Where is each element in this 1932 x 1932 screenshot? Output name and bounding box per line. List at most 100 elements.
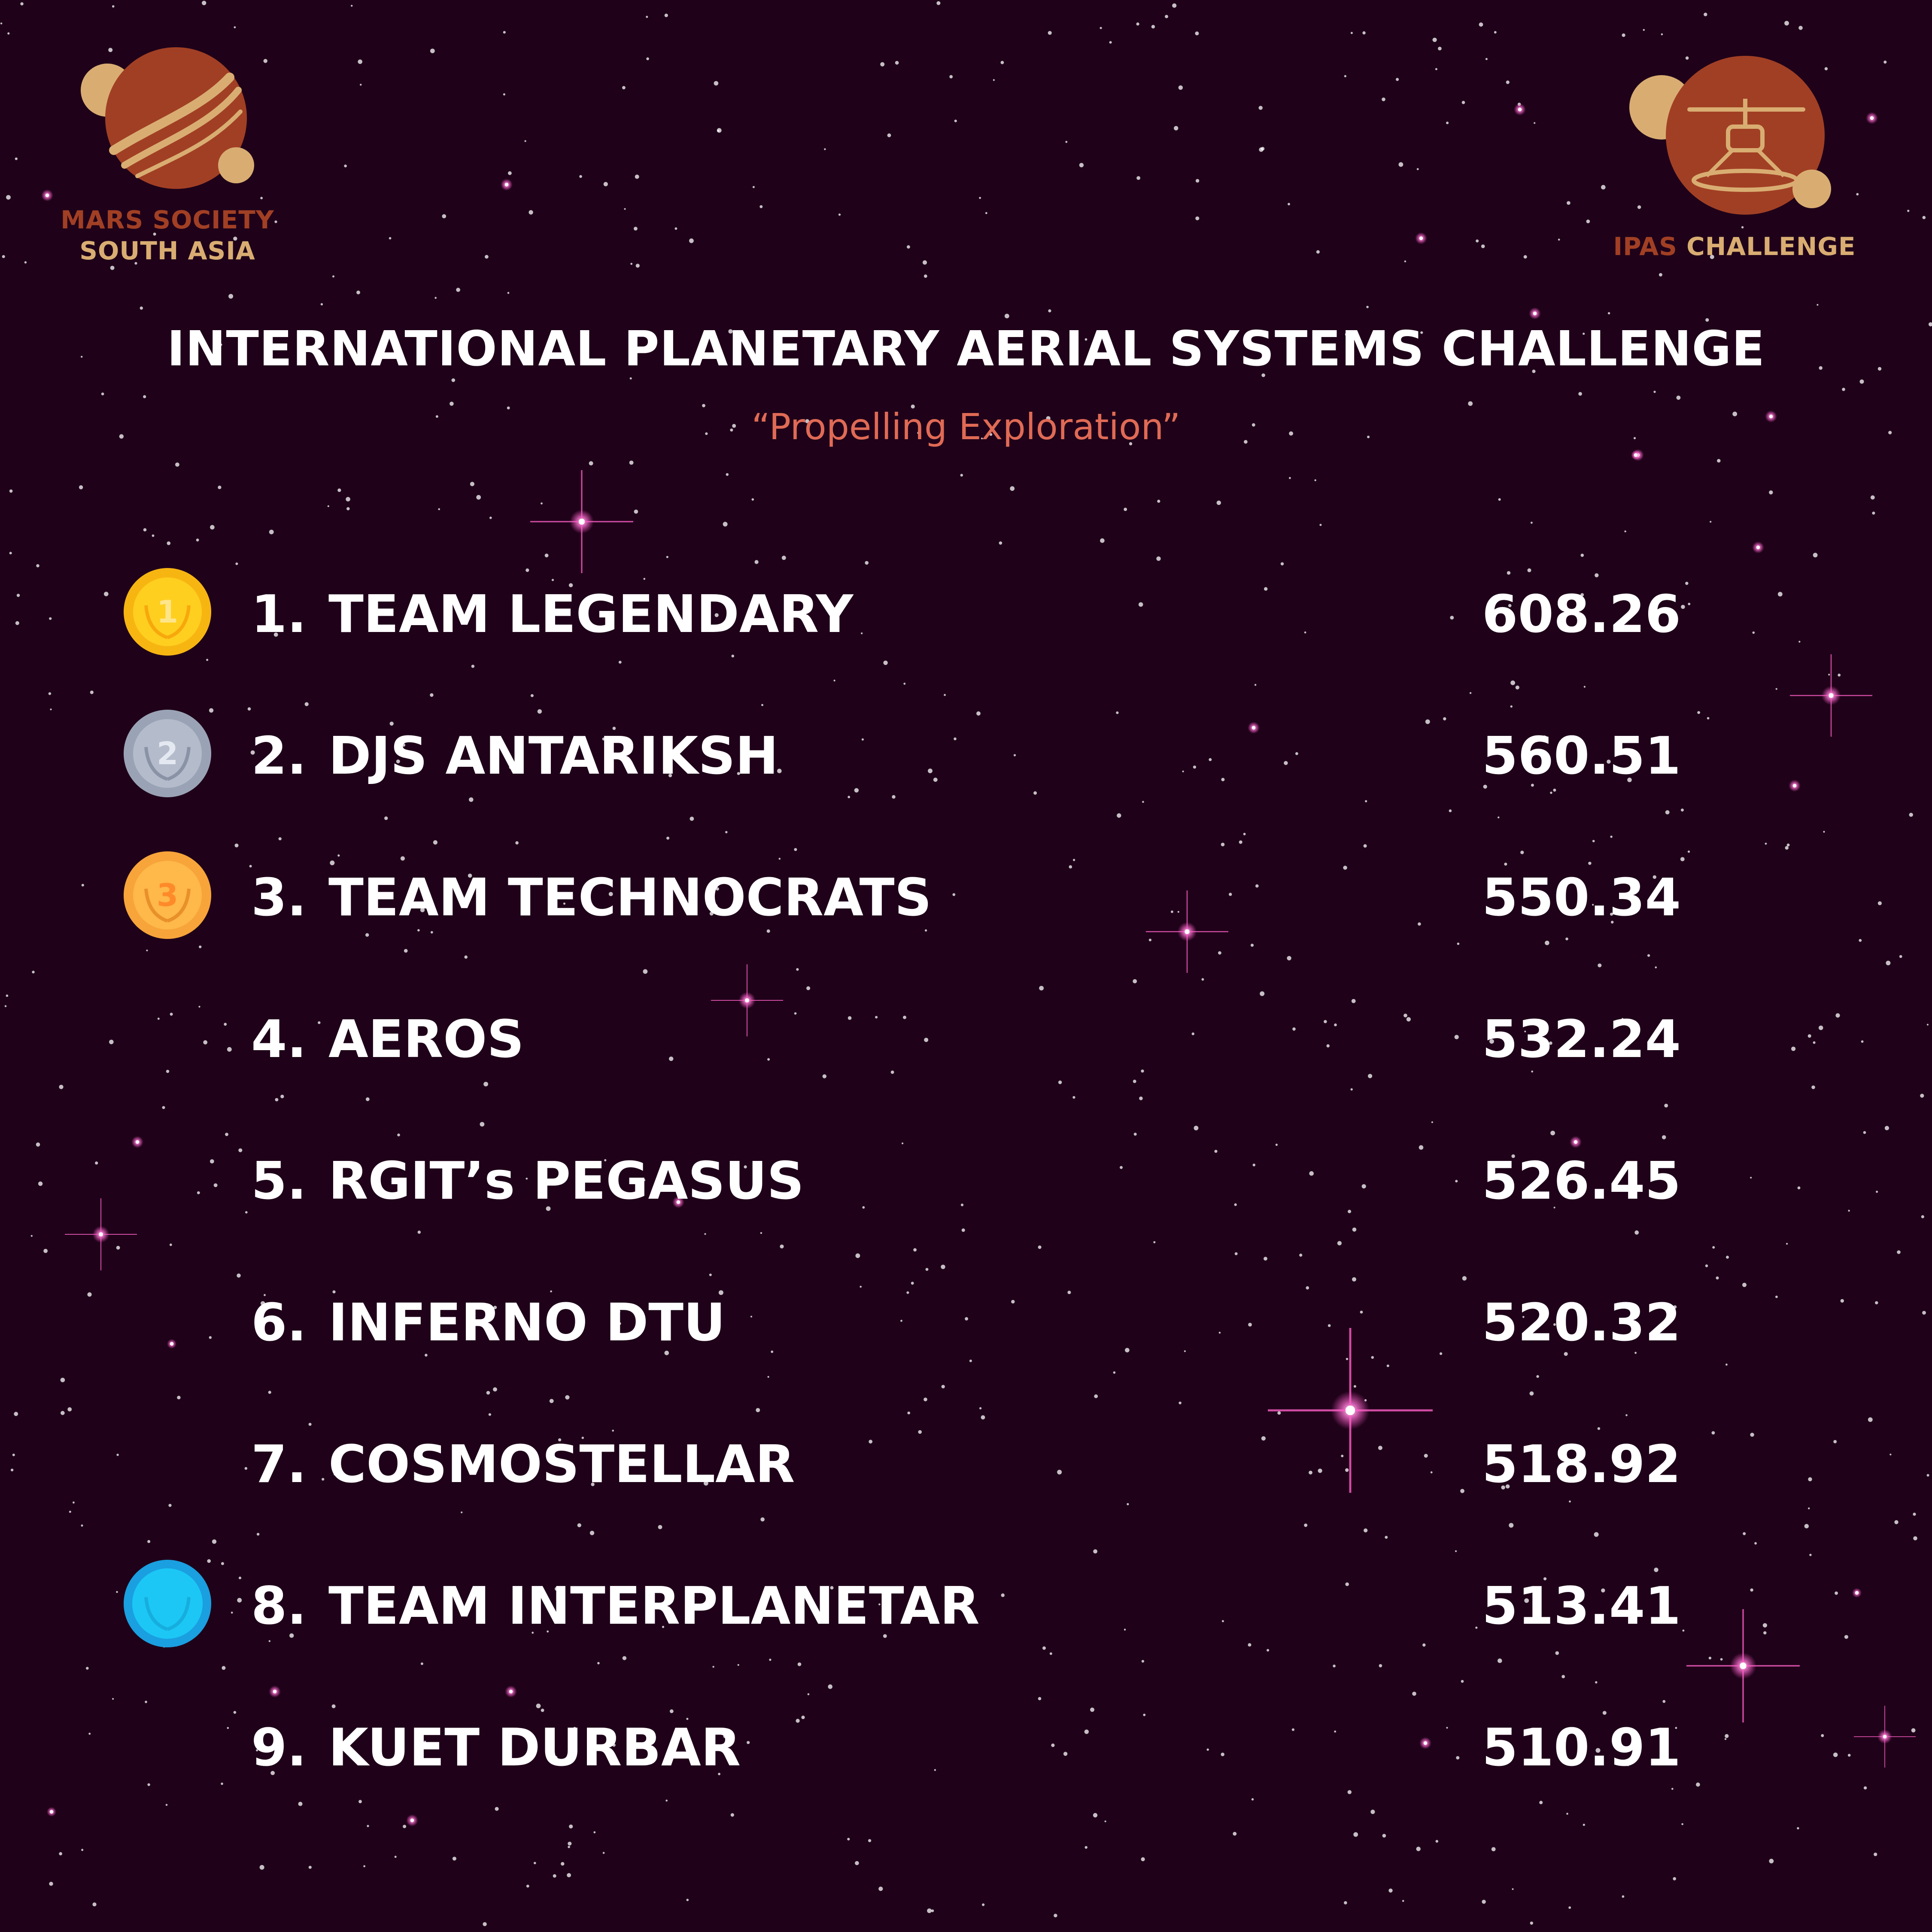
star-dot xyxy=(1907,210,1910,212)
star-dot xyxy=(1509,1523,1514,1528)
star-dot xyxy=(1550,1130,1555,1136)
star-dot xyxy=(334,1473,336,1476)
star-dot xyxy=(1248,1323,1252,1327)
star-dot xyxy=(81,884,84,887)
star-dot xyxy=(1299,1253,1303,1257)
star-dot xyxy=(59,1084,64,1089)
star-dot xyxy=(438,508,440,510)
star-dot xyxy=(1221,778,1225,781)
team-name: TEAM INTERPLANETAR xyxy=(328,1577,980,1636)
star-dot xyxy=(49,617,52,620)
star-dot xyxy=(936,1,941,5)
star-dot xyxy=(1520,851,1524,854)
star-dot xyxy=(24,261,27,264)
star-dot xyxy=(332,275,334,278)
sparkle-star xyxy=(501,179,513,191)
star-dot xyxy=(1583,332,1585,335)
star-dot xyxy=(1654,1567,1659,1572)
star-dot xyxy=(1705,1264,1708,1267)
star-dot xyxy=(1243,832,1246,835)
star-dot xyxy=(1838,674,1841,677)
star-dot xyxy=(917,431,920,434)
star-dot xyxy=(1129,442,1133,446)
star-dot xyxy=(999,541,1002,545)
star-dot xyxy=(635,264,640,268)
sparkle-star xyxy=(1415,232,1427,244)
star-dot xyxy=(1798,641,1801,643)
star-dot xyxy=(1314,479,1316,481)
star-dot xyxy=(933,778,938,782)
star-dot xyxy=(869,1440,873,1444)
star-dot xyxy=(634,227,638,231)
star-dot xyxy=(1048,31,1052,35)
star-dot xyxy=(589,1531,595,1535)
star-dot xyxy=(238,1148,243,1152)
star-dot xyxy=(1109,349,1112,352)
star-dot xyxy=(1611,920,1614,923)
star-dot xyxy=(274,1601,277,1604)
star-dot xyxy=(1127,1503,1129,1506)
star-dot xyxy=(1361,1184,1366,1189)
star-dot xyxy=(1353,1385,1356,1388)
star-dot xyxy=(965,1317,969,1321)
star-dot xyxy=(1775,1295,1778,1298)
star-dot xyxy=(330,860,335,866)
star-dot xyxy=(1209,758,1212,761)
star-dot xyxy=(530,694,534,697)
team-name: COSMOSTELLAR xyxy=(328,1435,795,1495)
sparkle-star xyxy=(167,1339,177,1349)
star-dot xyxy=(629,377,632,380)
star-dot xyxy=(794,1012,797,1015)
star-dot xyxy=(346,507,350,510)
star-dot xyxy=(662,1625,665,1628)
star-dot xyxy=(1797,1827,1799,1829)
star-dot xyxy=(1550,791,1552,794)
star-dot xyxy=(1287,956,1291,960)
star-dot xyxy=(797,1662,802,1666)
star-dot xyxy=(1791,1046,1796,1051)
star-dot xyxy=(1926,1474,1929,1477)
star-dot xyxy=(1769,1859,1774,1864)
sparkle-star xyxy=(1419,1737,1431,1749)
star-dot xyxy=(96,221,100,225)
star-dot xyxy=(507,406,510,410)
star-dot xyxy=(1883,61,1887,64)
star-dot xyxy=(404,949,408,953)
star-dot xyxy=(225,1133,228,1136)
star-dot xyxy=(690,817,694,821)
sparkle-star xyxy=(406,1814,418,1826)
star-dot xyxy=(268,1640,270,1642)
star-dot xyxy=(1491,1847,1496,1851)
star-dot xyxy=(591,1482,595,1486)
star-dot xyxy=(1001,1593,1005,1597)
star-dot xyxy=(1610,835,1613,838)
star-dot xyxy=(726,473,729,476)
star-dot xyxy=(781,556,786,560)
star-dot xyxy=(1675,1727,1677,1729)
star-dot xyxy=(558,1438,562,1442)
star-dot xyxy=(116,1591,118,1593)
star-dot xyxy=(206,659,209,661)
star-dot xyxy=(14,1412,18,1416)
star-dot xyxy=(754,560,759,564)
star-dot xyxy=(2,255,5,258)
star-dot xyxy=(1558,238,1560,241)
star-dot xyxy=(1886,960,1891,966)
star-dot xyxy=(69,1510,71,1513)
star-dot xyxy=(1647,954,1650,957)
star-dot xyxy=(90,690,94,694)
star-dot xyxy=(1000,61,1004,64)
star-dot xyxy=(1911,1728,1916,1733)
star-dot xyxy=(177,1396,181,1400)
star-dot xyxy=(1498,816,1500,819)
star-dot xyxy=(1412,1692,1416,1696)
star-dot xyxy=(1661,33,1663,36)
star-dot xyxy=(1877,367,1882,371)
star-dot xyxy=(1385,1536,1388,1539)
star-dot xyxy=(1153,1241,1156,1243)
star-dot xyxy=(1489,1039,1494,1044)
star-dot xyxy=(1653,875,1656,879)
star-dot xyxy=(1386,1364,1389,1367)
star-dot xyxy=(761,704,763,706)
medal-number: 1 xyxy=(157,594,178,630)
